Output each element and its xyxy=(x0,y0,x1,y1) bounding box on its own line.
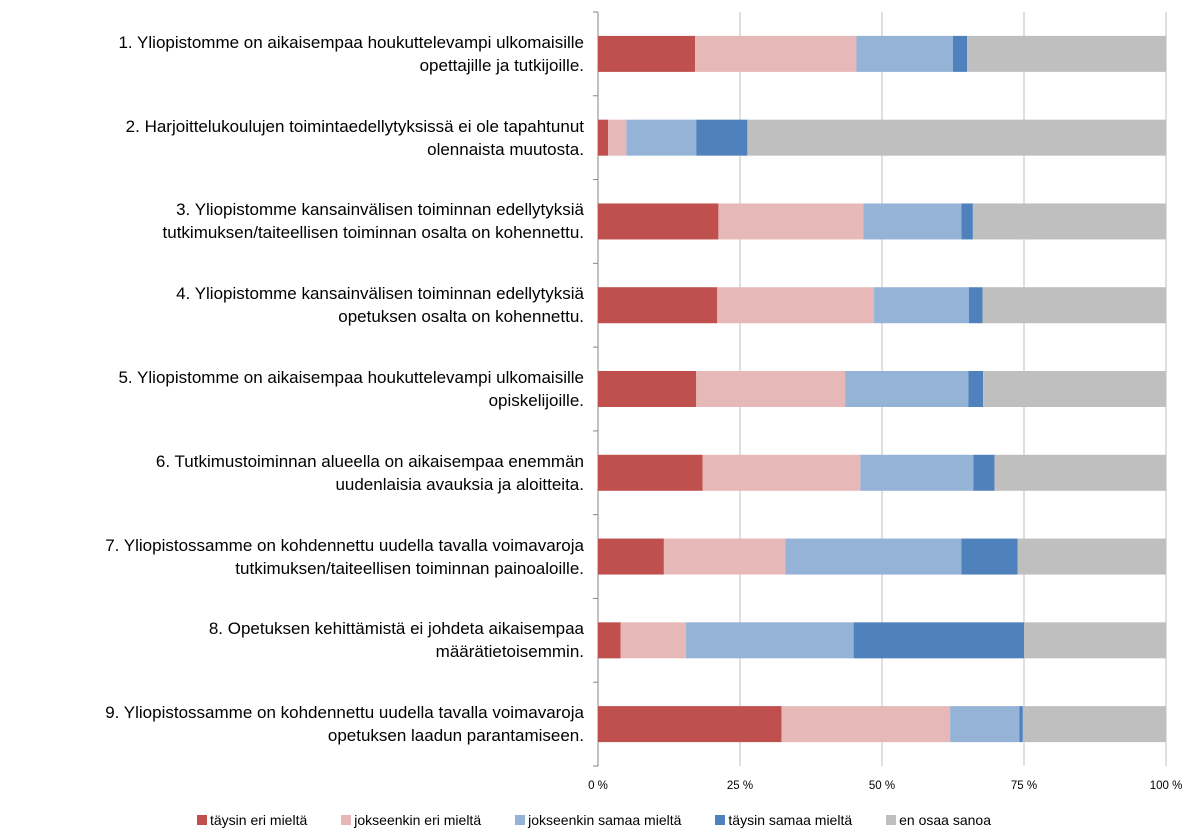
legend-swatch xyxy=(886,815,897,825)
bar-segment-5-series-1 xyxy=(598,371,697,407)
category-label-line: opettajille ja tutkijoille. xyxy=(419,55,584,75)
bar-segment-5-series-2 xyxy=(696,371,846,407)
bar-segment-2-series-4 xyxy=(696,119,748,156)
bar-segment-6-series-3 xyxy=(860,454,974,491)
legend-label: jokseenkin samaa mieltä xyxy=(528,812,682,828)
bar-segment-7-series-2 xyxy=(663,538,786,575)
category-label-line: opetuksen osalta on kohennettu. xyxy=(338,307,584,327)
legend-swatch xyxy=(197,815,207,825)
bar-segment-3-series-1 xyxy=(598,203,719,240)
category-label: 5. Yliopistomme on aikaisempaa houkuttel… xyxy=(0,366,584,412)
bar-segment-4-series-2 xyxy=(717,287,875,324)
bar-segment-2-series-2 xyxy=(608,119,627,156)
bar-segment-5-series-3 xyxy=(845,371,969,407)
bar-segment-8-series-1 xyxy=(598,622,621,659)
bar-segment-8-series-5 xyxy=(1024,622,1166,659)
bar-segment-4-series-4 xyxy=(968,287,983,324)
bar-segment-5-series-4 xyxy=(968,371,984,407)
category-label-line: opiskelijoille. xyxy=(488,391,584,410)
category-label-line: määrätietoisemmin. xyxy=(435,642,584,662)
x-tick-label: 100 % xyxy=(1150,780,1183,792)
bar-segment-3-series-2 xyxy=(718,203,864,240)
category-label: 1. Yliopistomme on aikaisempaa houkuttel… xyxy=(0,31,584,77)
legend-swatch xyxy=(515,815,526,825)
legend-swatch xyxy=(341,815,352,825)
category-label-line: tutkimuksen/taiteellisen toiminnan osalt… xyxy=(162,223,584,243)
legend-label: jokseenkin eri mieltä xyxy=(354,812,482,828)
category-label-line: olennaista muutosta. xyxy=(427,139,584,159)
bar-segment-6-series-1 xyxy=(598,454,703,491)
category-label: 8. Opetuksen kehittämistä ei johdeta aik… xyxy=(0,617,584,663)
bar-segment-4-series-1 xyxy=(598,287,718,324)
category-label-line: 7. Yliopistossamme on kohdennettu uudell… xyxy=(105,535,584,555)
category-label-line: 4. Yliopistomme kansainvälisen toiminnan… xyxy=(176,284,584,304)
category-label: 6. Tutkimustoiminnan alueella on aikaise… xyxy=(0,450,584,496)
bar-segment-7-series-1 xyxy=(598,538,664,575)
category-label-line: 5. Yliopistomme on aikaisempaa houkuttel… xyxy=(118,368,584,387)
category-label-line: 1. Yliopistomme on aikaisempaa houkuttel… xyxy=(118,32,584,52)
legend-label: en osaa sanoa xyxy=(899,812,991,828)
x-tick-label: 75 % xyxy=(1011,780,1037,792)
bar-segment-9-series-1 xyxy=(598,706,782,743)
bar-segment-3-series-4 xyxy=(961,203,973,240)
bar-segment-8-series-3 xyxy=(686,622,854,659)
bar-segment-9-series-3 xyxy=(950,706,1020,743)
bar-segment-7-series-3 xyxy=(785,538,962,575)
bar-segment-9-series-4 xyxy=(1019,706,1023,743)
category-label-line: tutkimuksen/taiteellisen toiminnan paino… xyxy=(235,558,584,578)
bar-segment-7-series-4 xyxy=(961,538,1018,575)
bar-segment-8-series-2 xyxy=(620,622,687,659)
legend-item: en osaa sanoa xyxy=(886,812,991,828)
bar-segment-4-series-3 xyxy=(874,287,969,324)
category-label-line: 8. Opetuksen kehittämistä ei johdeta aik… xyxy=(208,619,584,639)
legend-label: täysin samaa mieltä xyxy=(728,812,853,828)
legend-item: jokseenkin eri mieltä xyxy=(341,812,481,828)
category-label-line: uudenlaisia avauksia ja aloitteita. xyxy=(335,474,584,494)
category-label-line: 9. Yliopistossamme on kohdennettu uudell… xyxy=(105,703,584,723)
legend-item: täysin eri mieltä xyxy=(197,812,307,828)
bar-segment-5-series-5 xyxy=(983,371,1166,407)
category-label: 4. Yliopistomme kansainvälisen toiminnan… xyxy=(0,282,584,328)
legend-item: jokseenkin samaa mieltä xyxy=(515,812,681,828)
bar-segment-9-series-2 xyxy=(781,706,951,743)
legend-swatch xyxy=(715,815,726,825)
category-label-line: 3. Yliopistomme kansainvälisen toiminnan… xyxy=(176,200,584,220)
x-tick-label: 25 % xyxy=(727,780,753,792)
category-label: 3. Yliopistomme kansainvälisen toiminnan… xyxy=(0,198,584,244)
bar-segment-3-series-3 xyxy=(863,203,962,240)
bar-segment-6-series-2 xyxy=(702,454,861,491)
category-label: 2. Harjoittelukoulujen toimintaedellytyk… xyxy=(0,115,584,161)
category-label: 9. Yliopistossamme on kohdennettu uudell… xyxy=(0,701,584,747)
bar-segment-1-series-5 xyxy=(967,35,1166,72)
legend-label: täysin eri mieltä xyxy=(210,812,308,828)
bar-segment-6-series-4 xyxy=(973,454,995,491)
category-label-line: opetuksen laadun parantamiseen. xyxy=(327,726,584,746)
x-tick-label: 0 % xyxy=(588,780,608,792)
bar-segment-4-series-5 xyxy=(982,287,1166,324)
chart-legend: täysin eri mieltä jokseenkin eri mieltä jo… xyxy=(0,812,1188,828)
bar-segment-2-series-1 xyxy=(598,119,609,156)
category-label-line: 2. Harjoittelukoulujen toimintaedellytyk… xyxy=(125,116,584,136)
bar-segment-7-series-5 xyxy=(1017,538,1166,575)
category-label: 7. Yliopistossamme on kohdennettu uudell… xyxy=(0,534,584,580)
bar-segment-2-series-5 xyxy=(747,119,1166,156)
bar-segment-9-series-5 xyxy=(1022,706,1166,743)
x-tick-label: 50 % xyxy=(869,780,895,792)
bar-segment-8-series-4 xyxy=(853,622,1024,659)
bar-segment-1-series-3 xyxy=(856,35,953,72)
bar-segment-3-series-5 xyxy=(972,203,1166,240)
bar-segment-1-series-1 xyxy=(598,35,696,72)
category-label-line: 6. Tutkimustoiminnan alueella on aikaise… xyxy=(155,451,584,471)
bar-segment-2-series-3 xyxy=(626,119,697,156)
bar-segment-6-series-5 xyxy=(994,454,1166,491)
legend-item: täysin samaa mieltä xyxy=(715,812,852,828)
bar-segment-1-series-4 xyxy=(953,35,968,72)
bar-segment-1-series-2 xyxy=(695,35,857,72)
